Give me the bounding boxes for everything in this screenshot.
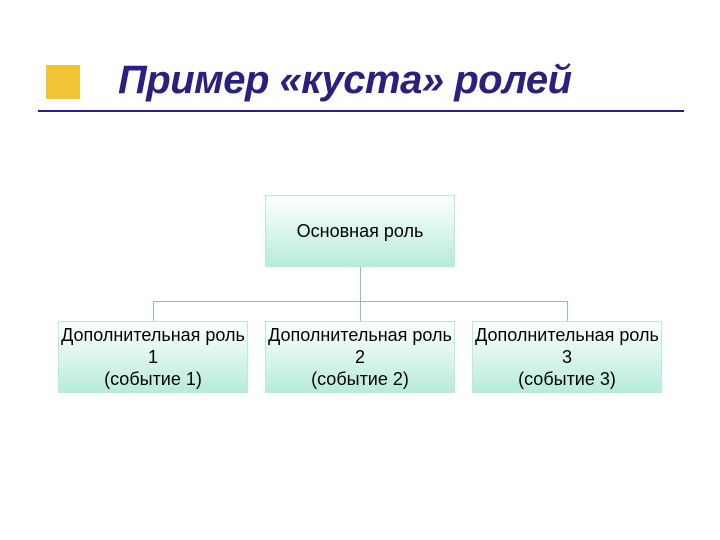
connector [567, 301, 568, 321]
child-node-line2: (событие 3) [518, 368, 616, 390]
slide-header: Пример «куста» ролей [0, 50, 720, 122]
connector [153, 301, 567, 302]
child-node-line2: (событие 2) [311, 368, 409, 390]
role-tree-diagram: Основная роль Дополнительная роль 1 (соб… [0, 175, 720, 540]
child-node: Дополнительная роль 2 (событие 2) [265, 321, 455, 393]
root-node: Основная роль [265, 195, 455, 267]
child-node: Дополнительная роль 3 (событие 3) [472, 321, 662, 393]
child-node: Дополнительная роль 1 (событие 1) [58, 321, 248, 393]
slide-title: Пример «куста» ролей [118, 58, 572, 103]
child-node-line2: (событие 1) [104, 368, 202, 390]
connector [360, 267, 361, 301]
accent-square [46, 65, 80, 99]
child-node-line1: Дополнительная роль 1 [59, 324, 247, 368]
connector [153, 301, 154, 321]
slide: Пример «куста» ролей Основная роль Допол… [0, 0, 720, 540]
title-underline [38, 110, 684, 112]
child-node-line1: Дополнительная роль 3 [473, 324, 661, 368]
root-node-label: Основная роль [297, 220, 424, 242]
child-node-line1: Дополнительная роль 2 [266, 324, 454, 368]
connector [360, 301, 361, 321]
